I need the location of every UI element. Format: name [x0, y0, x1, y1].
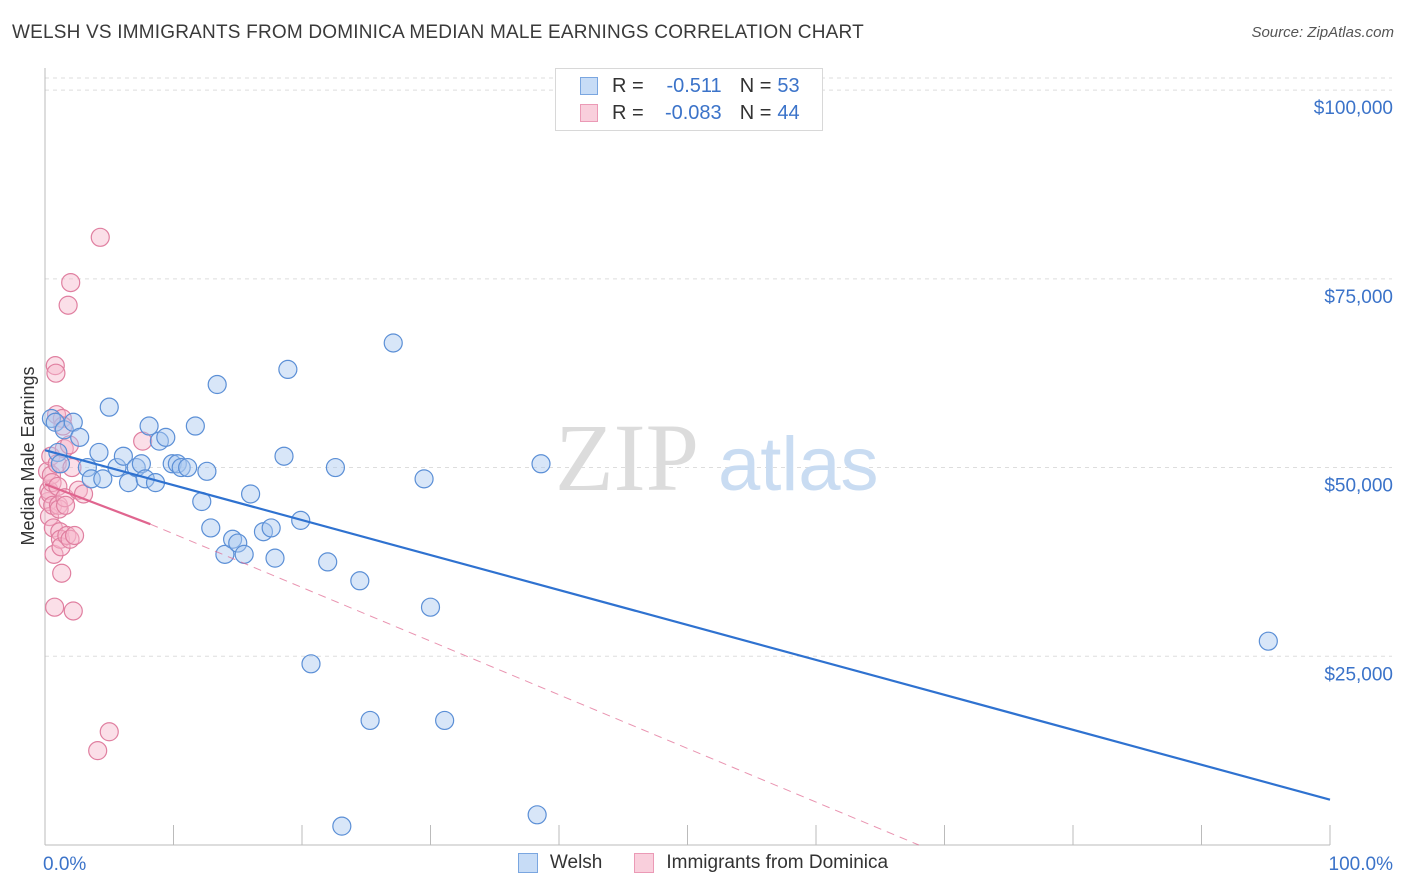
dominica-point	[61, 272, 81, 293]
legend-dominica-n: 44	[777, 101, 800, 124]
welsh-point	[383, 333, 403, 353]
x-tick-label-min: 0.0%	[43, 854, 86, 875]
watermark: ZIP atlas	[555, 404, 879, 511]
x-tick-label-max: 100.0%	[1329, 854, 1394, 875]
welsh-point	[325, 457, 346, 478]
dominica-point	[42, 473, 62, 493]
welsh-point	[241, 484, 261, 504]
correlation-legend: R = -0.511 N = 53 R = -0.083 N = 44	[555, 68, 823, 131]
welsh-point	[156, 427, 176, 447]
legend-welsh-n: 53	[777, 74, 800, 97]
welsh-point	[301, 654, 321, 674]
dominica-point	[99, 722, 119, 742]
y-tick-label: $100,000	[1314, 98, 1393, 119]
welsh-point	[185, 416, 205, 436]
legend-n-label: N =	[739, 74, 772, 97]
welsh-point	[50, 454, 71, 474]
legend-item-dominica[interactable]: Immigrants from Dominica	[634, 852, 888, 874]
welsh-point	[278, 359, 298, 380]
welsh-point	[261, 518, 281, 538]
dominica-point	[52, 563, 72, 583]
y-tick-label: $50,000	[1324, 476, 1393, 497]
welsh-point	[197, 461, 217, 481]
welsh-point	[228, 533, 248, 553]
legend-row-welsh: R = -0.511 N = 53	[580, 73, 800, 99]
legend-swatch-dominica	[634, 853, 655, 873]
welsh-point	[531, 454, 551, 474]
welsh-point	[274, 446, 294, 466]
welsh-point	[201, 518, 221, 538]
welsh-point	[332, 816, 352, 836]
welsh-point	[70, 427, 90, 447]
legend-label-dominica: Immigrants from Dominica	[666, 852, 889, 873]
dominica-point	[45, 356, 65, 376]
legend-r-label: R =	[612, 101, 644, 124]
dominica-point	[90, 227, 110, 247]
trendlines	[44, 449, 1331, 846]
legend-swatch-welsh	[517, 853, 538, 873]
welsh-point	[99, 397, 119, 417]
welsh-point	[265, 548, 285, 568]
dominica-point	[73, 484, 94, 504]
welsh-point	[350, 571, 370, 591]
legend-item-welsh[interactable]: Welsh	[517, 852, 603, 874]
welsh-point	[414, 469, 434, 489]
welsh-point	[113, 446, 133, 466]
dominica-point	[46, 363, 66, 383]
welsh-point	[81, 469, 101, 489]
legend-swatch-dominica	[580, 104, 598, 122]
welsh-point	[41, 408, 62, 429]
legend-label-welsh: Welsh	[549, 852, 603, 873]
trendline-dominica-extension	[150, 523, 919, 846]
legend-welsh-r: -0.511	[666, 74, 722, 97]
welsh-point	[171, 457, 191, 478]
axes: $25,000 $50,000 $75,000 $100,000 0.0% 100.0%	[43, 68, 1393, 875]
welsh-point	[167, 454, 187, 474]
dominica-point	[45, 597, 65, 617]
welsh-point	[48, 442, 68, 463]
welsh-point	[234, 544, 254, 564]
legend-r-label: R =	[612, 74, 644, 97]
welsh-point	[178, 457, 198, 478]
dominica-point	[55, 495, 76, 515]
dominica-point	[59, 435, 80, 455]
welsh-point	[207, 374, 227, 395]
y-axis-label: Median Male Earnings	[18, 366, 38, 545]
welsh-point	[223, 529, 243, 549]
chart-title: WELSH VS IMMIGRANTS FROM DOMINICA MEDIAN…	[12, 22, 864, 43]
y-tick-label: $25,000	[1324, 664, 1393, 685]
dominica-point	[88, 741, 108, 761]
dominica-point	[57, 525, 77, 546]
trendline-dominica	[44, 483, 151, 526]
welsh-point	[93, 469, 113, 489]
welsh-point	[527, 805, 547, 825]
series-welsh	[41, 333, 1278, 836]
welsh-point	[420, 597, 441, 617]
dominica-point	[46, 405, 67, 425]
dominica-point	[58, 295, 78, 315]
welsh-point	[215, 544, 235, 564]
welsh-point	[139, 416, 159, 436]
y-tick-label: $75,000	[1324, 287, 1393, 308]
dominica-point	[64, 525, 85, 546]
welsh-point	[89, 442, 109, 463]
welsh-point	[318, 552, 338, 572]
legend-row-dominica: R = -0.083 N = 44	[580, 100, 800, 126]
legend-dominica-r: -0.083	[664, 101, 722, 124]
watermark-atlas: atlas	[718, 422, 879, 507]
source-credit: Source: ZipAtlas.com	[1251, 24, 1394, 41]
welsh-point	[131, 454, 151, 474]
legend-swatch-welsh	[580, 77, 598, 95]
welsh-point	[435, 710, 455, 731]
legend-n-label: N =	[739, 101, 772, 124]
trendline-welsh	[44, 449, 1331, 801]
grid-lines	[45, 77, 1392, 657]
series-dominica	[37, 227, 153, 761]
dominica-point	[63, 601, 83, 621]
watermark-zip: ZIP	[555, 404, 699, 511]
welsh-point	[1258, 631, 1278, 651]
series-legend: Welsh Immigrants from Dominica	[0, 852, 1406, 874]
welsh-point	[360, 710, 380, 731]
